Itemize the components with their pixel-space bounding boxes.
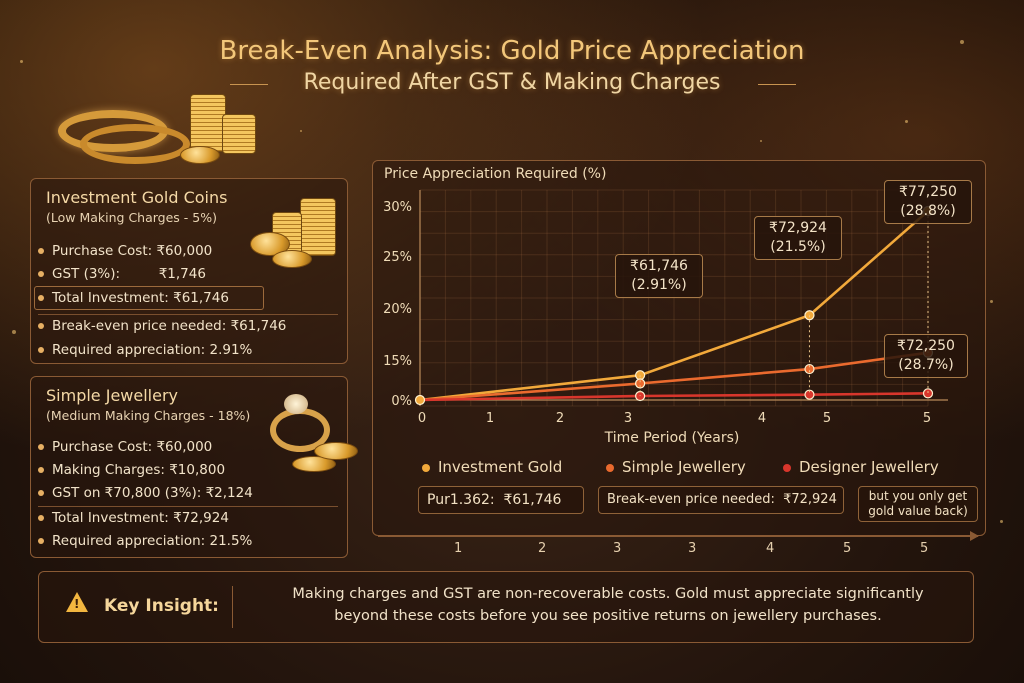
bottom-axis-label: 5 <box>920 541 929 556</box>
title-rule-left <box>230 84 268 85</box>
coins-total-highlight <box>34 286 264 310</box>
y-tick-label: 15% <box>383 354 412 369</box>
summary-box-left: Pur1.362: ₹61,746 <box>418 486 584 514</box>
coins-item: Purchase Cost: ₹60,000 <box>38 243 212 259</box>
legend-dot-icon <box>422 463 430 472</box>
bottom-axis-label: 4 <box>766 541 775 556</box>
gold-coins-title: Investment Gold Coins <box>46 188 228 207</box>
callout-designer-bottom: ₹72,250 (28.7%) <box>884 334 968 378</box>
bottom-axis-arrow-icon <box>970 531 979 541</box>
x-axis-label: Time Period (Years) <box>604 430 740 446</box>
bullet-icon <box>38 467 44 473</box>
jewellery-item: Required appreciation: 21.5% <box>38 533 252 549</box>
coins-item: GST (3%): ₹1,746 <box>38 266 206 282</box>
jewellery-item: Making Charges: ₹10,800 <box>38 462 225 478</box>
legend-simple-jewellery: Simple Jewellery <box>606 458 746 476</box>
chart-panel <box>372 160 986 536</box>
legend-dot-icon <box>606 463 614 472</box>
key-insight-label: Key Insight: <box>104 596 219 616</box>
bottom-axis-label: 1 <box>454 541 463 556</box>
bullet-icon <box>38 295 44 301</box>
bullet-icon <box>38 248 44 254</box>
coins-item: Required appreciation: 2.91% <box>38 342 252 358</box>
data-point <box>804 389 815 400</box>
key-insight-box <box>38 571 974 643</box>
bottom-axis-label: 3 <box>613 541 622 556</box>
bullet-icon <box>38 347 44 353</box>
x-tick-label: 3 <box>624 411 632 426</box>
bullet-icon <box>38 323 44 329</box>
data-point <box>922 388 934 399</box>
bullet-icon <box>38 271 44 277</box>
jewellery-item: Purchase Cost: ₹60,000 <box>38 439 212 455</box>
page-subtitle: Required After GST & Making Charges <box>303 70 721 95</box>
y-tick-label: 30% <box>383 200 412 215</box>
coins-divider <box>38 314 338 315</box>
summary-box-right: but you only get gold value back) <box>858 486 978 522</box>
bullet-icon <box>38 490 44 496</box>
jewellery-item: GST on ₹70,800 (3%): ₹2,124 <box>38 485 253 501</box>
series-line <box>418 351 930 402</box>
bottom-axis-label: 5 <box>843 541 852 556</box>
legend-investment-gold: Investment Gold <box>422 458 562 476</box>
bottom-axis-line <box>378 536 978 537</box>
page-title: Break-Even Analysis: Gold Price Apprecia… <box>219 36 805 66</box>
warning-mark: ! <box>74 597 80 611</box>
insight-divider <box>232 586 233 628</box>
y-tick-label: 25% <box>383 250 412 265</box>
callout-simple: ₹72,924 (21.5%) <box>754 216 842 260</box>
simple-jewellery-title: Simple Jewellery <box>46 386 178 405</box>
data-point <box>414 394 426 406</box>
gold-coins-card <box>30 178 348 364</box>
warning-icon <box>66 592 88 612</box>
simple-jewellery-subtitle: (Medium Making Charges - 18%) <box>46 408 251 423</box>
bottom-axis-label: 2 <box>538 541 547 556</box>
y-tick-label: 20% <box>383 302 412 317</box>
bottom-axis-label: 3 <box>688 541 697 556</box>
series-line <box>418 209 930 402</box>
x-tick-label: 2 <box>556 411 564 426</box>
data-point <box>635 378 646 389</box>
coins-item: Total Investment: ₹61,746 <box>38 290 229 306</box>
line-chart: Price Appreciation Required (%) 0% 15% 20% 2… <box>383 166 948 446</box>
series-line <box>418 392 930 402</box>
y-tick-label: 0% <box>391 394 412 409</box>
coins-item: Break-even price needed: ₹61,746 <box>38 318 286 334</box>
x-tick-label: 4 <box>758 411 766 426</box>
callout-designer-top: ₹77,250 (28.8%) <box>884 180 972 224</box>
summary-box-middle: Break-even price needed: ₹72,924 <box>598 486 844 514</box>
x-tick-label: 0 <box>418 411 426 426</box>
x-tick-label: 5 <box>923 411 931 426</box>
chart-title: Price Appreciation Required (%) <box>384 166 606 182</box>
bullet-icon <box>38 515 44 521</box>
x-tick-label: 1 <box>486 411 494 426</box>
insight-text-line1: Making charges and GST are non-recoverab… <box>292 586 924 602</box>
jewellery-item: Total Investment: ₹72,924 <box>38 510 229 526</box>
legend-dot-icon <box>783 463 791 472</box>
data-point <box>804 363 815 375</box>
x-tick-label: 5 <box>823 411 831 426</box>
gold-coins-subtitle: (Low Making Charges - 5%) <box>46 210 217 225</box>
legend-designer-jewellery: Designer Jewellery <box>783 458 939 476</box>
title-rule-right <box>758 84 796 85</box>
jewellery-divider <box>38 506 338 507</box>
callout-coins: ₹61,746 (2.91%) <box>615 254 703 298</box>
bullet-icon <box>38 538 44 544</box>
gold-jewellery-illustration <box>50 90 280 170</box>
insight-text-line2: beyond these costs before you see positi… <box>334 608 882 624</box>
bullet-icon <box>38 444 44 450</box>
